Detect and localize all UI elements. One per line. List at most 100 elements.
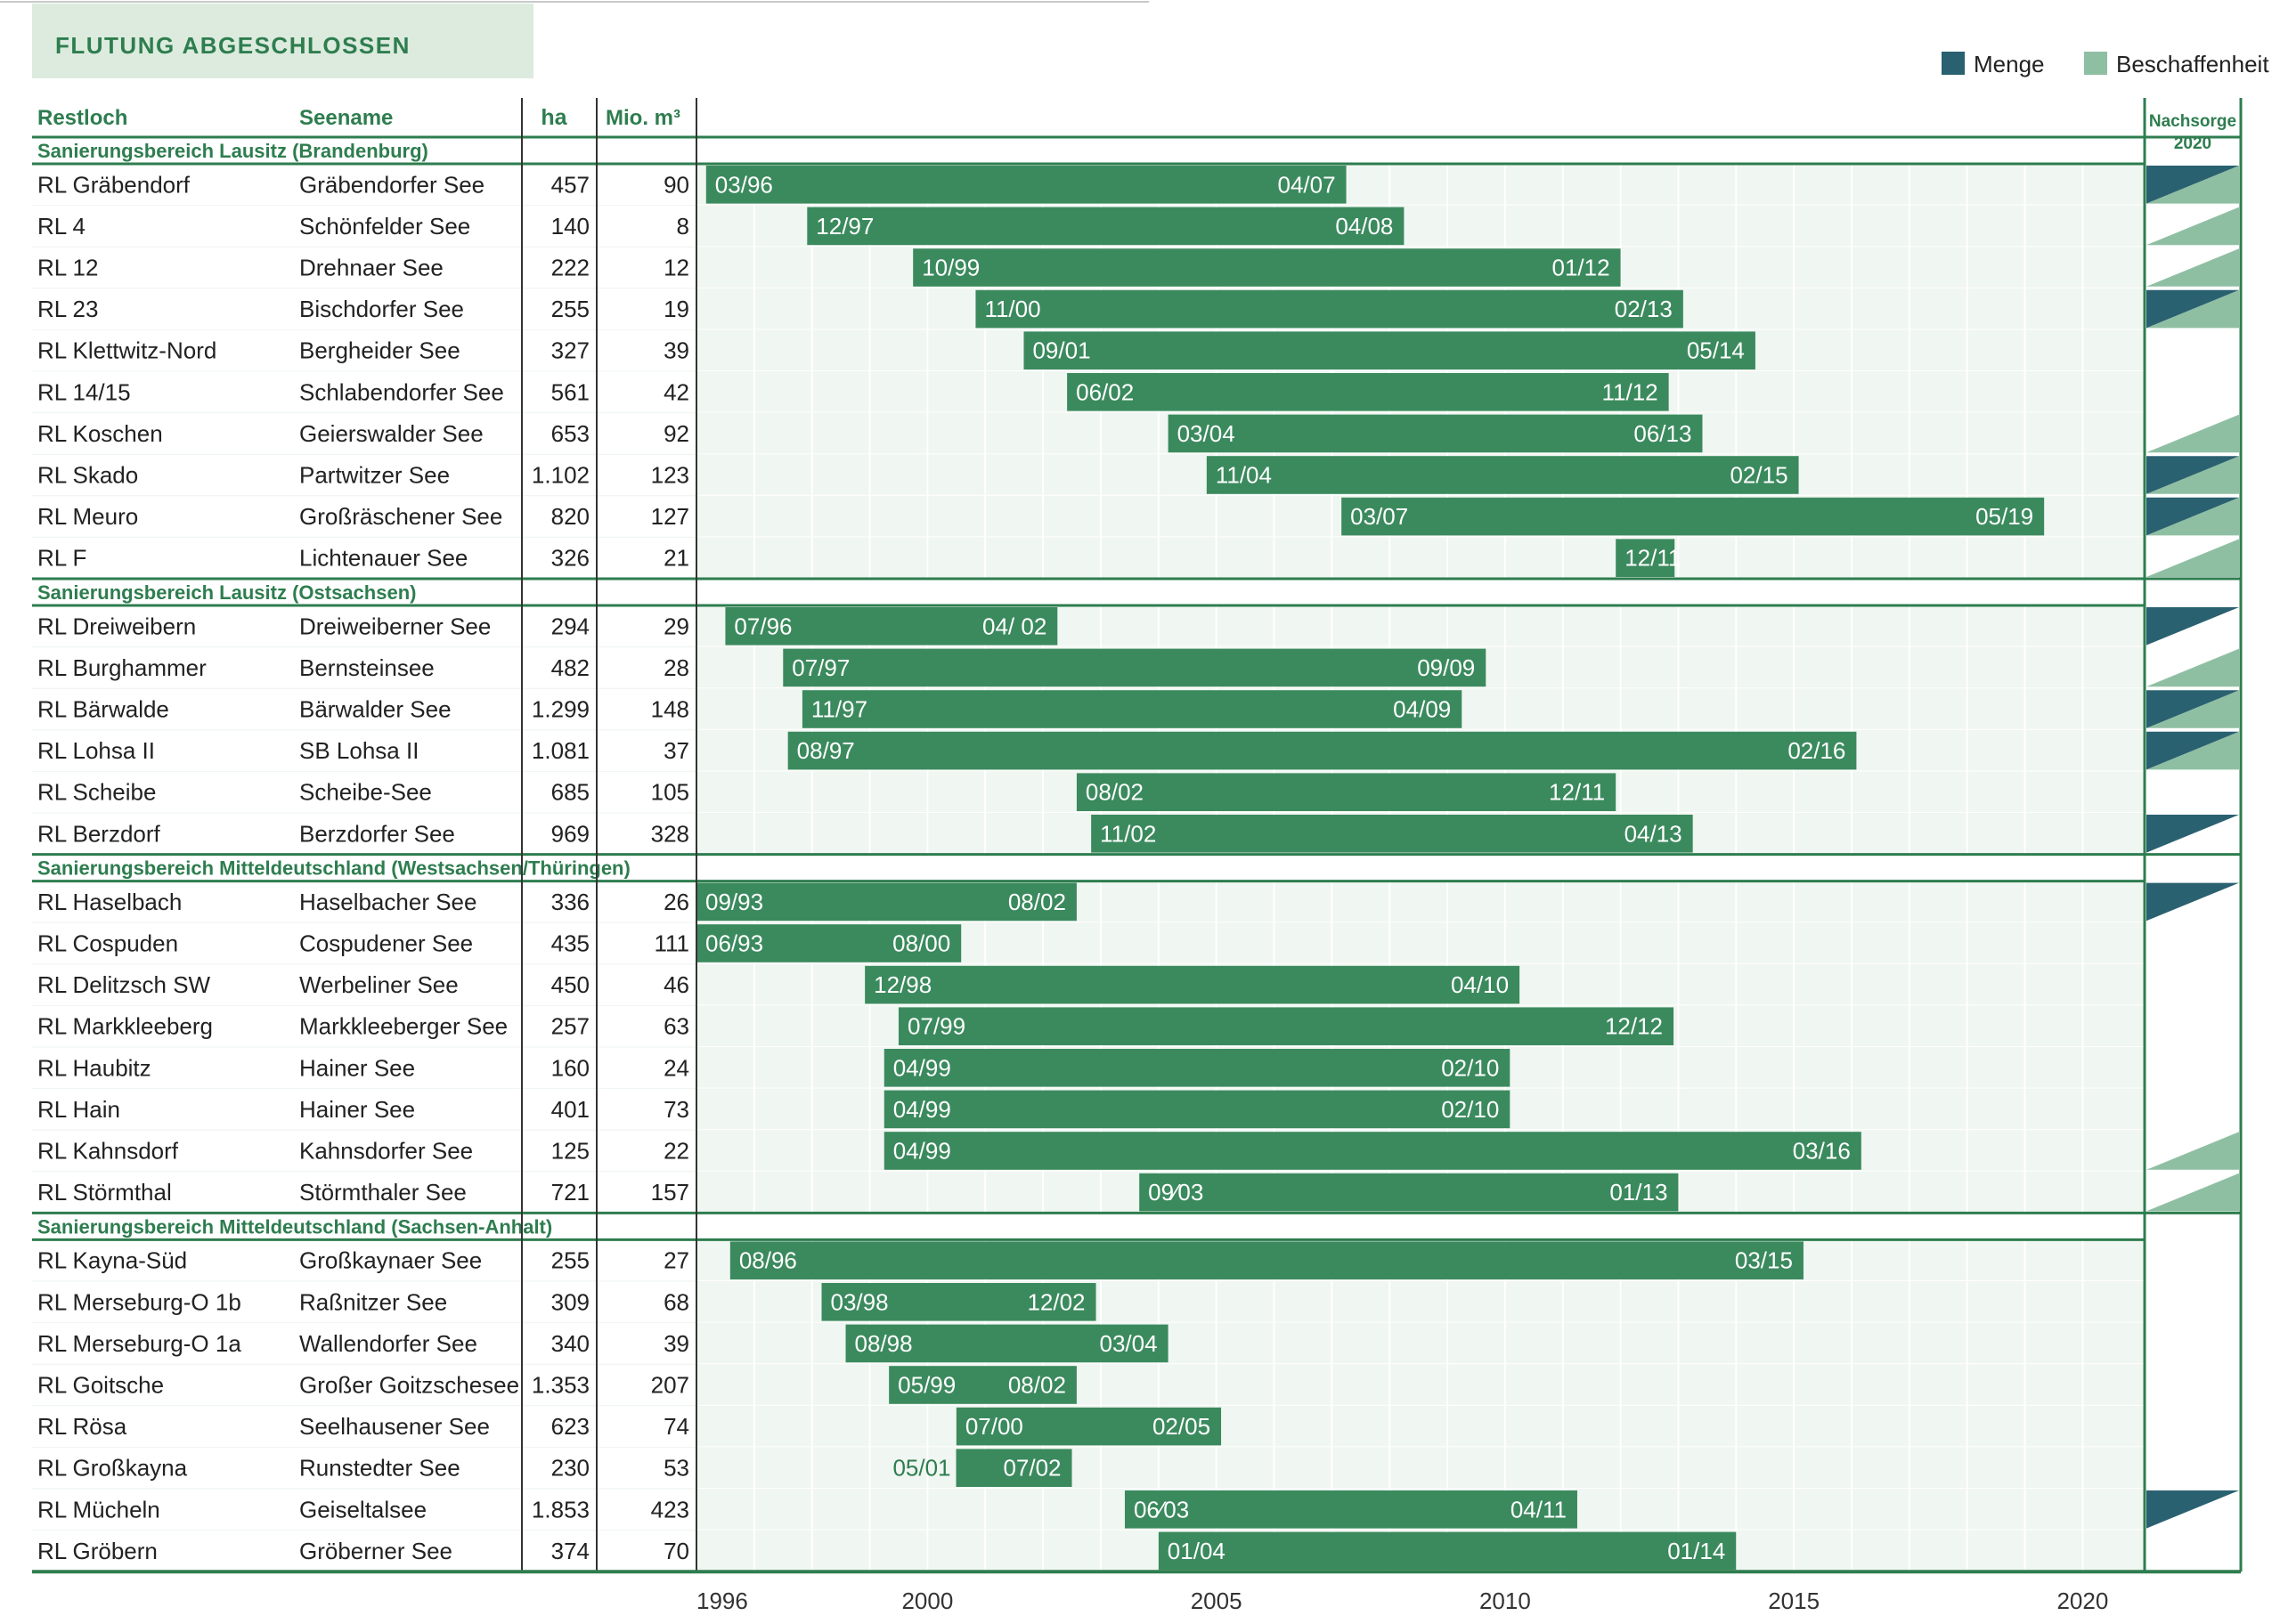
- bar-rl-rösa: [956, 1407, 1222, 1446]
- bar-end-label: 02/15: [1730, 462, 1787, 489]
- cell-ha: 653: [551, 420, 590, 447]
- cell-restloch: RL 23: [37, 296, 98, 322]
- bar-rl-23: [975, 289, 1683, 329]
- group-title-2: Sanierungsbereich Lausitz (Ostsachsen): [37, 581, 416, 604]
- cell-ha: 969: [551, 820, 590, 847]
- bar-start-label: 04/99: [893, 1138, 951, 1165]
- bar-end-label: 05/14: [1687, 337, 1745, 364]
- cell-restloch: RL Cospuden: [37, 930, 178, 957]
- bar-end-label: 04/13: [1624, 820, 1682, 847]
- cell-seename: Cospudener See: [299, 930, 473, 957]
- cell-volume: 74: [664, 1413, 689, 1440]
- cell-seename: Scheibe-See: [299, 779, 432, 806]
- cell-restloch: RL Mücheln: [37, 1496, 160, 1522]
- nachsorge-menge-mark: [2146, 690, 2239, 728]
- cell-seename: Bischdorfer See: [299, 296, 464, 322]
- bar-rl-lohsa-ii: [787, 731, 1857, 770]
- table-frame: [32, 98, 2243, 1574]
- cell-seename: Berzdorfer See: [299, 820, 455, 847]
- cell-restloch: RL F: [37, 545, 86, 572]
- cell-volume: 28: [664, 654, 689, 681]
- nachsorge-menge-mark: [2146, 456, 2239, 494]
- bar-rl-12: [913, 248, 1621, 287]
- cell-ha: 140: [551, 213, 590, 240]
- bar-end-label: 02/10: [1441, 1054, 1499, 1081]
- cell-ha: 820: [551, 503, 590, 530]
- bar-rl-meuro: [1341, 497, 2045, 536]
- cell-seename: Lichtenauer See: [299, 545, 468, 572]
- cell-restloch: RL Bärwalde: [37, 696, 169, 723]
- bar-end-label: 03/04: [1100, 1330, 1158, 1357]
- bar-start-label: 12/97: [816, 213, 874, 240]
- cell-volume: 19: [664, 296, 689, 322]
- x-tick-label-2015: 2015: [1768, 1587, 1820, 1614]
- bar-rl-scheibe: [1076, 773, 1616, 811]
- cell-seename: Kahnsdorfer See: [299, 1138, 473, 1165]
- bar-rl-f: [1616, 539, 1675, 577]
- x-tick-label-2000: 2000: [901, 1587, 953, 1614]
- cell-volume: 127: [651, 503, 689, 530]
- cell-seename: Bärwalder See: [299, 696, 452, 723]
- bar-end-label: 02/10: [1441, 1096, 1499, 1123]
- column-header-ha: ha: [541, 105, 567, 130]
- bar-end-label: 08/02: [1008, 889, 1066, 915]
- cell-restloch: RL Markkleeberg: [37, 1013, 213, 1040]
- cell-seename: Großräschener See: [299, 503, 502, 530]
- cell-seename: Schlabendorfer See: [299, 378, 504, 405]
- cell-ha: 125: [551, 1138, 590, 1165]
- bar-rl-merseburg-o-1b: [821, 1283, 1096, 1321]
- bar-rl-störmthal: [1139, 1173, 1679, 1212]
- bar-start-label: 05/01: [892, 1455, 950, 1482]
- cell-seename: Bernsteinsee: [299, 654, 435, 681]
- bar-rl-merseburg-o-1a: [845, 1324, 1168, 1363]
- bar-end-label: 03/16: [1793, 1138, 1851, 1165]
- nachsorge-beschaffenheit-mark: [2146, 731, 2239, 770]
- nachsorge-menge-mark: [2146, 731, 2239, 770]
- cell-volume: 42: [664, 378, 689, 405]
- cell-volume: 63: [664, 1013, 689, 1040]
- cell-restloch: RL 14/15: [37, 378, 131, 405]
- bar-start-label: 07/99: [908, 1013, 965, 1040]
- nachsorge-menge-mark: [2146, 1490, 2239, 1529]
- cell-volume: 39: [664, 337, 689, 364]
- nachsorge-menge-mark: [2146, 289, 2239, 329]
- row-band: [696, 1447, 2145, 1489]
- cell-restloch: RL Haselbach: [37, 889, 182, 915]
- cell-restloch: RL Dreiweibern: [37, 613, 196, 639]
- nachsorge-beschaffenheit-mark: [2146, 497, 2239, 536]
- bar-end-label: 07/02: [1003, 1455, 1061, 1482]
- bar-start-label: 05/99: [898, 1372, 956, 1399]
- x-axis: 1996 2000 2005 2010 2015 2020: [696, 1587, 2108, 1614]
- cell-volume: 328: [651, 820, 689, 847]
- cell-ha: 255: [551, 1247, 590, 1274]
- bar-rl-cospuden: [696, 924, 962, 962]
- bar-end-label: 05/19: [1975, 503, 2033, 530]
- bar-rl-gröbern: [1158, 1531, 1737, 1571]
- cell-restloch: RL Störmthal: [37, 1179, 172, 1206]
- x-tick-label-2010: 2010: [1479, 1587, 1531, 1614]
- cell-restloch: RL Merseburg-O 1b: [37, 1288, 241, 1315]
- cell-restloch: RL Skado: [37, 462, 138, 489]
- nachsorge-menge-mark: [2146, 166, 2239, 204]
- cell-seename: Gräbendorfer See: [299, 171, 484, 198]
- cell-volume: 105: [651, 779, 689, 806]
- bar-end-label: 04/08: [1335, 213, 1393, 240]
- cell-ha: 160: [551, 1054, 590, 1081]
- bar-rl-gräbendorf: [705, 166, 1347, 204]
- cell-seename: Hainer See: [299, 1096, 415, 1123]
- cell-seename: Großkaynaer See: [299, 1247, 482, 1274]
- cell-seename: Bergheider See: [299, 337, 460, 364]
- cell-restloch: RL Kahnsdorf: [37, 1138, 179, 1165]
- cell-ha: 401: [551, 1096, 590, 1123]
- bar-rl-dreiweibern: [725, 607, 1058, 646]
- cell-seename: Raßnitzer See: [299, 1288, 447, 1315]
- bar-start-label: 01/04: [1168, 1538, 1226, 1564]
- bar-end-label: 06/13: [1633, 420, 1691, 447]
- column-header-nachsorge: Nachsorge: [2149, 112, 2236, 131]
- cell-volume: 207: [651, 1372, 689, 1399]
- bar-start-label: 09/01: [1032, 337, 1090, 364]
- bar-end-label: 02/05: [1152, 1413, 1210, 1440]
- bar-start-label: 08/98: [855, 1330, 913, 1357]
- nachsorge-beschaffenheit-mark: [2146, 289, 2239, 329]
